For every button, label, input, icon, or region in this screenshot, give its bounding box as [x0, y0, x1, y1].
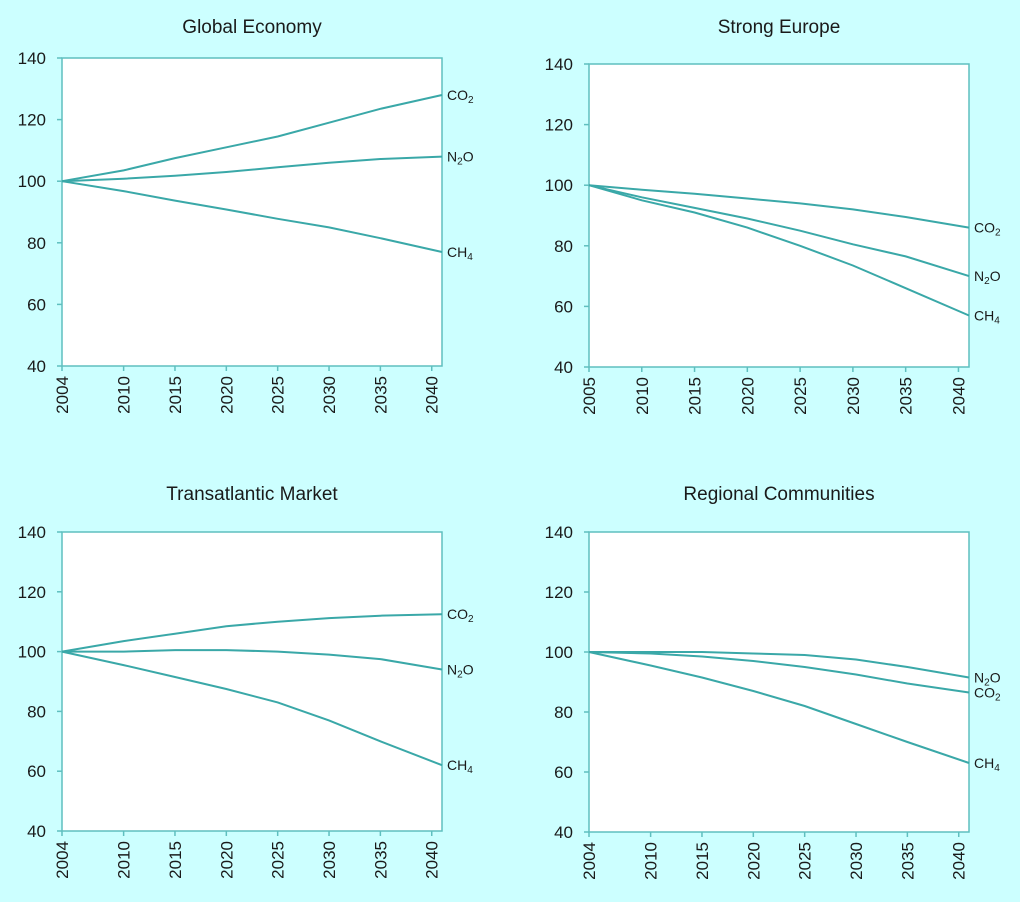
x-tick-label: 2004 — [53, 841, 72, 879]
y-tick-label: 80 — [27, 702, 46, 721]
plot-area — [61, 57, 443, 367]
plot-area — [61, 531, 443, 832]
y-tick-label: 100 — [545, 643, 573, 662]
x-tick-label: 2010 — [115, 841, 134, 879]
x-tick-label: 2035 — [898, 842, 917, 880]
x-tick-label: 2020 — [744, 842, 763, 880]
series-line-ch4 — [588, 184, 970, 317]
y-tick-label: 60 — [554, 297, 573, 316]
series-label: CO2 — [447, 606, 474, 625]
x-tick-label: 2030 — [320, 841, 339, 879]
y-tick-label: 140 — [18, 49, 46, 68]
series-label: CO2 — [974, 220, 1001, 239]
y-tick-label: 140 — [545, 523, 573, 542]
x-tick-label: 2015 — [686, 377, 705, 415]
chart-panel-2: Transatlantic Market 40 60 80 100 120 140 2004 2… — [18, 484, 474, 879]
plot-area — [588, 531, 970, 833]
x-tick-label: 2025 — [269, 376, 288, 414]
y-tick-label: 120 — [545, 583, 573, 602]
chart-title: Regional Communities — [683, 484, 874, 505]
y-tick-label: 120 — [545, 116, 573, 135]
y-tick-label: 100 — [18, 172, 46, 191]
x-tick-label: 2020 — [738, 377, 757, 415]
chart-panel-0: Global Economy 40 60 80 100 120 140 2004 2010 201… — [18, 17, 474, 414]
series-label: N2O — [447, 149, 474, 168]
series-label: CH4 — [974, 755, 1000, 774]
y-tick-label: 120 — [18, 583, 46, 602]
x-tick-label: 2025 — [791, 377, 810, 415]
series-label: N2O — [447, 662, 474, 681]
x-tick-label: 2040 — [950, 842, 969, 880]
series-line-co2 — [61, 94, 443, 183]
x-tick-label: 2025 — [269, 841, 288, 879]
x-tick-label: 2030 — [847, 842, 866, 880]
series-line-n2o — [61, 155, 443, 183]
y-tick-label: 80 — [554, 703, 573, 722]
y-tick-label: 80 — [554, 237, 573, 256]
x-tick-label: 2010 — [633, 377, 652, 415]
x-tick-label: 2010 — [642, 842, 661, 880]
series-label: N2O — [974, 268, 1001, 287]
x-tick-label: 2015 — [166, 841, 185, 879]
y-tick-label: 40 — [554, 823, 573, 842]
x-tick-label: 2030 — [844, 377, 863, 415]
series-line-ch4 — [588, 651, 970, 764]
x-tick-label: 2015 — [166, 376, 185, 414]
y-tick-label: 60 — [554, 763, 573, 782]
x-tick-label: 2040 — [423, 841, 442, 879]
chart-title: Strong Europe — [718, 17, 841, 38]
series-label: CH4 — [447, 757, 473, 776]
x-tick-label: 2040 — [423, 376, 442, 414]
x-tick-label: 2035 — [371, 841, 390, 879]
y-tick-label: 80 — [27, 234, 46, 253]
x-tick-label: 2004 — [580, 842, 599, 880]
x-tick-label: 2035 — [371, 376, 390, 414]
y-tick-label: 100 — [18, 643, 46, 662]
series-label: CH4 — [974, 307, 1000, 326]
series-line-ch4 — [61, 180, 443, 253]
plot-area — [588, 63, 970, 368]
series-line-co2 — [588, 651, 970, 694]
series-line-co2 — [61, 613, 443, 653]
series-label: N2O — [974, 670, 1001, 689]
series-line-ch4 — [61, 650, 443, 767]
x-tick-label: 2010 — [115, 376, 134, 414]
y-tick-label: 60 — [27, 762, 46, 781]
x-tick-label: 2040 — [949, 377, 968, 415]
x-tick-label: 2004 — [53, 376, 72, 414]
series-label: CO2 — [447, 87, 474, 106]
y-tick-label: 60 — [27, 295, 46, 314]
y-tick-label: 100 — [545, 176, 573, 195]
y-tick-label: 40 — [554, 358, 573, 377]
x-tick-label: 2020 — [217, 841, 236, 879]
x-tick-label: 2015 — [693, 842, 712, 880]
series-line-n2o — [588, 184, 970, 278]
y-tick-label: 120 — [18, 111, 46, 130]
chart-panel-3: Regional Communities 40 60 80 100 120 140 2004 2… — [545, 484, 1001, 880]
x-tick-label: 2035 — [897, 377, 916, 415]
series-line-n2o — [62, 649, 443, 671]
chart-title: Transatlantic Market — [166, 484, 338, 505]
y-tick-label: 140 — [545, 55, 573, 74]
y-tick-label: 40 — [27, 822, 46, 841]
series-line-co2 — [588, 184, 970, 229]
series-label: CH4 — [447, 244, 473, 263]
x-tick-label: 2005 — [580, 377, 599, 415]
chart-panel-1: Strong Europe 40 60 80 100 120 140 2005 2010 2015… — [545, 17, 1001, 415]
x-tick-label: 2025 — [796, 842, 815, 880]
y-tick-label: 40 — [27, 357, 46, 376]
series-line-n2o — [589, 651, 970, 679]
series-label: CO2 — [974, 685, 1001, 704]
chart-title: Global Economy — [182, 17, 322, 38]
x-tick-label: 2020 — [217, 376, 236, 414]
y-tick-label: 140 — [18, 523, 46, 542]
x-tick-label: 2030 — [320, 376, 339, 414]
